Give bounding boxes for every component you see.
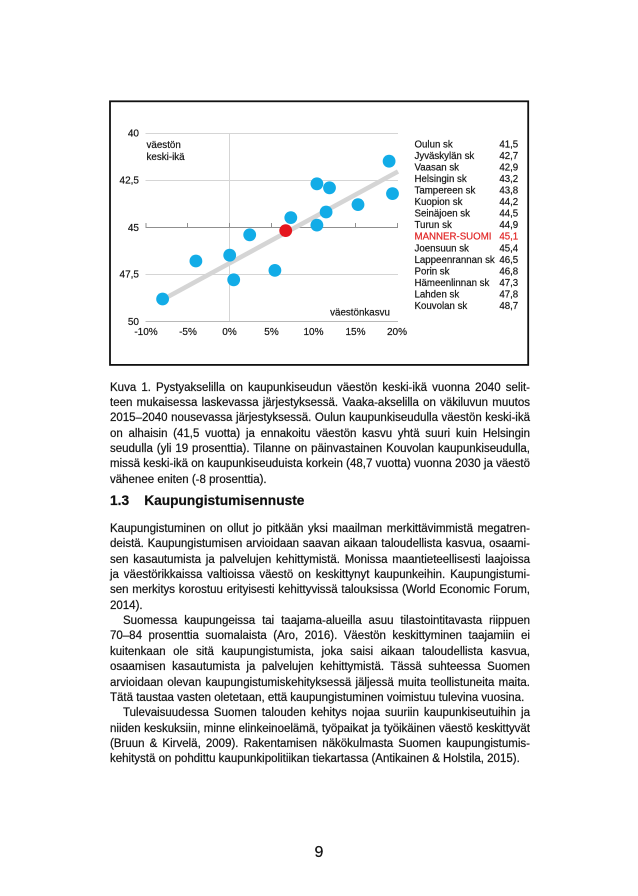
svg-text:Helsingin sk: Helsingin sk [415, 174, 467, 185]
svg-text:väestön: väestön [147, 140, 181, 151]
svg-text:Jyväskylän sk: Jyväskylän sk [415, 151, 475, 162]
svg-text:keski-ikä: keski-ikä [147, 152, 186, 163]
svg-text:10%: 10% [303, 327, 323, 338]
svg-text:5%: 5% [264, 327, 279, 338]
svg-text:44,2: 44,2 [499, 197, 518, 208]
svg-text:42,5: 42,5 [120, 176, 140, 187]
svg-text:46,5: 46,5 [499, 255, 518, 266]
svg-text:0%: 0% [222, 327, 237, 338]
svg-text:47,8: 47,8 [499, 290, 518, 301]
svg-text:Lappeenrannan sk: Lappeenrannan sk [415, 255, 495, 266]
svg-text:42,9: 42,9 [499, 162, 518, 173]
svg-text:20%: 20% [387, 327, 407, 338]
svg-text:47,5: 47,5 [120, 270, 140, 281]
svg-text:46,8: 46,8 [499, 266, 518, 277]
svg-text:Lahden sk: Lahden sk [415, 290, 460, 301]
svg-text:42,7: 42,7 [499, 151, 518, 162]
svg-text:44,5: 44,5 [499, 209, 518, 220]
svg-text:Turun sk: Turun sk [415, 220, 452, 231]
svg-text:-10%: -10% [134, 327, 157, 338]
svg-text:väestönkasvu: väestönkasvu [330, 307, 390, 318]
svg-text:Kouvolan sk: Kouvolan sk [415, 301, 468, 312]
svg-text:Kuopion sk: Kuopion sk [415, 197, 463, 208]
svg-text:15%: 15% [345, 327, 365, 338]
svg-text:-5%: -5% [179, 327, 197, 338]
svg-text:Porin sk: Porin sk [415, 266, 450, 277]
svg-text:Hämeenlinnan sk: Hämeenlinnan sk [415, 278, 490, 289]
svg-text:Tampereen sk: Tampereen sk [415, 186, 476, 197]
svg-text:43,2: 43,2 [499, 174, 518, 185]
svg-text:MANNER-SUOMI: MANNER-SUOMI [415, 232, 492, 243]
svg-text:48,7: 48,7 [499, 301, 518, 312]
svg-text:43,8: 43,8 [499, 186, 518, 197]
svg-text:44,9: 44,9 [499, 220, 518, 231]
svg-text:Vaasan sk: Vaasan sk [415, 162, 460, 173]
svg-text:41,5: 41,5 [499, 139, 518, 150]
svg-text:Oulun sk: Oulun sk [415, 139, 453, 150]
svg-text:45,4: 45,4 [499, 243, 518, 254]
svg-text:45: 45 [128, 223, 140, 234]
svg-text:Joensuun sk: Joensuun sk [415, 243, 470, 254]
svg-text:50: 50 [128, 317, 140, 328]
svg-text:40: 40 [128, 129, 140, 140]
svg-text:47,3: 47,3 [499, 278, 518, 289]
svg-text:45,1: 45,1 [499, 232, 518, 243]
svg-text:Seinäjoen sk: Seinäjoen sk [415, 209, 471, 220]
